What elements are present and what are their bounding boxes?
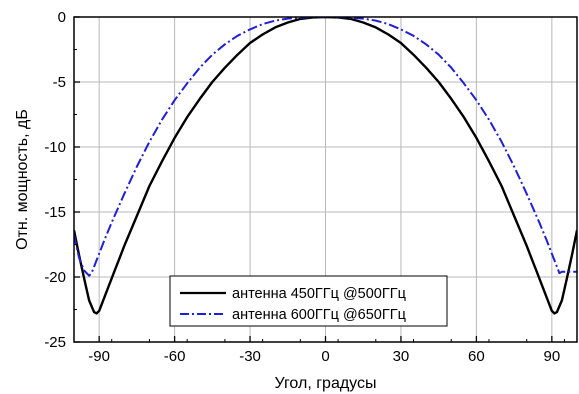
y-tick-label-2: -10: [44, 139, 66, 156]
series-line-0: [74, 17, 577, 315]
axis-ticks: [73, 16, 565, 343]
legend-label-0: антенна 450ГГц @500ГГц: [232, 286, 406, 302]
y-tick-label-3: -15: [44, 204, 66, 221]
x-tick-label-3: 0: [321, 348, 329, 365]
x-tick-label-2: -30: [239, 348, 261, 365]
x-tick-label-5: 60: [468, 348, 485, 365]
legend-box: [169, 275, 448, 327]
axis-tick-labels: -90 -60 -30 0 30 60 90 0 -5 -10 -15 -20 -25: [44, 9, 560, 365]
x-tick-label-0: -90: [88, 348, 110, 365]
y-tick-label-0: 0: [58, 9, 66, 26]
y-tick-label-1: -5: [53, 74, 66, 91]
series-line-1: [74, 17, 577, 277]
y-tick-label-4: -20: [44, 269, 66, 286]
legend: антенна 450ГГц @500ГГц антенна 600ГГц @6…: [169, 275, 448, 327]
x-tick-label-1: -60: [164, 348, 186, 365]
x-tick-label-4: 30: [393, 348, 410, 365]
x-axis-title: Угол, градусы: [275, 375, 377, 392]
y-axis-title: Отн. мощность, дБ: [14, 109, 31, 250]
y-tick-label-5: -25: [44, 334, 66, 351]
series-lines: [74, 17, 577, 315]
legend-label-1: антенна 600ГГц @650ГГц: [232, 307, 406, 323]
x-tick-label-6: 90: [544, 348, 561, 365]
